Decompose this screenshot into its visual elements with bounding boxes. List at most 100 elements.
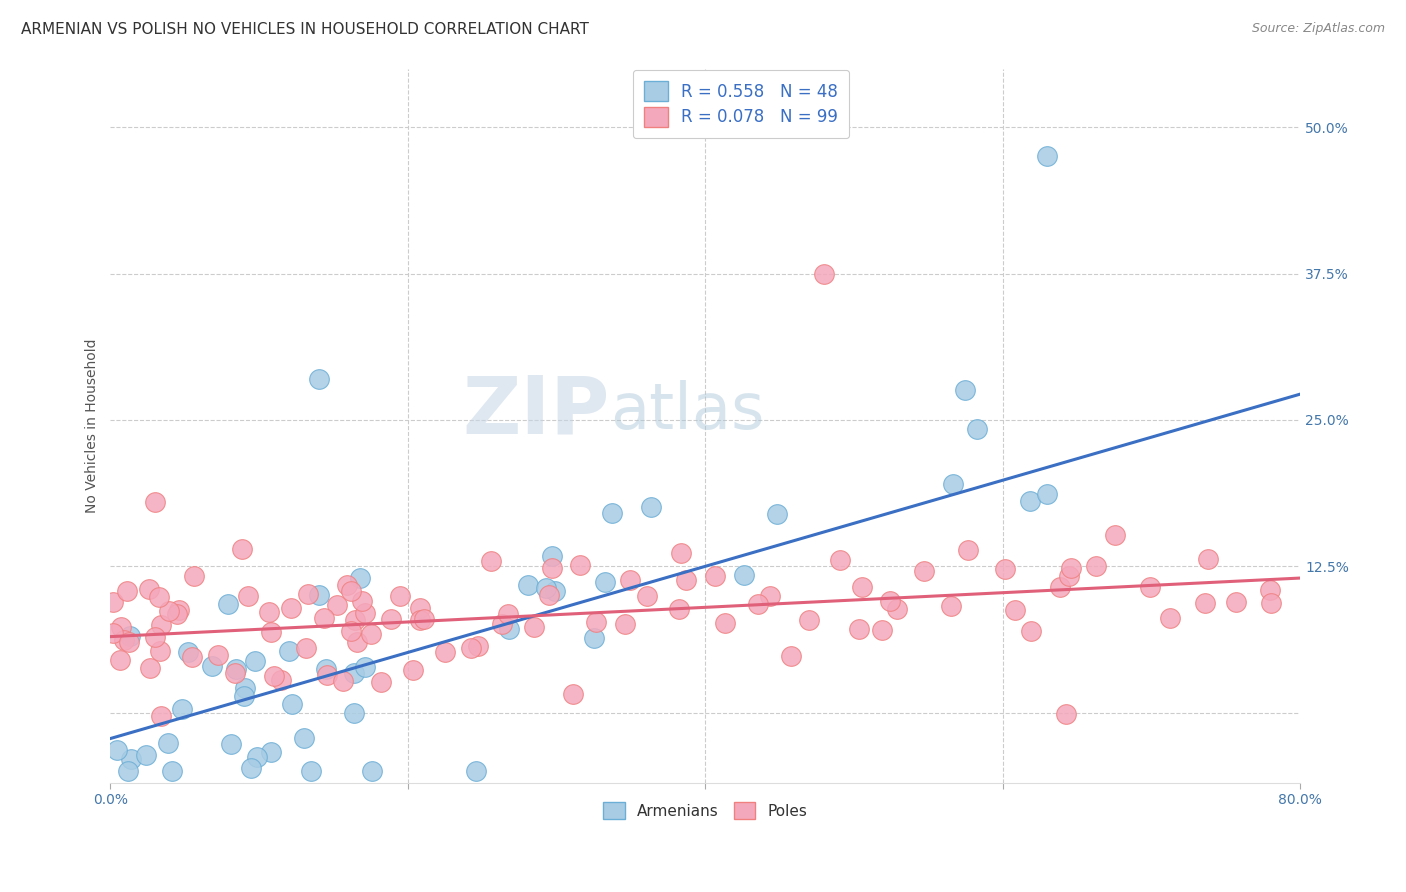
Point	[544, 584, 567, 599]
Point	[851, 580, 873, 594]
Point	[346, 634, 368, 648]
Point	[460, 640, 482, 655]
Point	[714, 615, 737, 630]
Point	[308, 588, 330, 602]
Point	[239, 761, 262, 775]
Point	[343, 613, 366, 627]
Point	[870, 624, 893, 638]
Point	[1260, 596, 1282, 610]
Point	[370, 674, 392, 689]
Point	[636, 589, 658, 603]
Point	[236, 590, 259, 604]
Point	[848, 622, 870, 636]
Point	[1049, 580, 1071, 594]
Point	[120, 752, 142, 766]
Point	[281, 697, 304, 711]
Point	[278, 644, 301, 658]
Point	[138, 582, 160, 597]
Point	[160, 764, 183, 779]
Point	[585, 615, 607, 629]
Point	[479, 554, 502, 568]
Point	[316, 667, 339, 681]
Point	[149, 709, 172, 723]
Point	[1054, 706, 1077, 721]
Point	[221, 737, 243, 751]
Point	[332, 674, 354, 689]
Point	[766, 507, 789, 521]
Point	[1159, 611, 1181, 625]
Point	[942, 477, 965, 491]
Point	[349, 571, 371, 585]
Point	[538, 588, 561, 602]
Point	[733, 568, 755, 582]
Point	[409, 601, 432, 615]
Point	[1059, 561, 1081, 575]
Point	[912, 564, 935, 578]
Point	[600, 506, 623, 520]
Point	[593, 574, 616, 589]
Point	[1057, 568, 1080, 582]
Point	[172, 702, 194, 716]
Point	[270, 673, 292, 687]
Point	[118, 629, 141, 643]
Point	[231, 541, 253, 556]
Point	[343, 706, 366, 721]
Point	[813, 267, 835, 281]
Point	[1194, 596, 1216, 610]
Point	[389, 589, 412, 603]
Point	[260, 744, 283, 758]
Point	[207, 648, 229, 662]
Point	[360, 626, 382, 640]
Point	[994, 562, 1017, 576]
Point	[759, 590, 782, 604]
Point	[380, 612, 402, 626]
Point	[117, 764, 139, 779]
Point	[246, 750, 269, 764]
Point	[496, 607, 519, 621]
Point	[336, 578, 359, 592]
Point	[361, 764, 384, 779]
Point	[139, 661, 162, 675]
Point	[225, 662, 247, 676]
Point	[619, 573, 641, 587]
Point	[614, 616, 637, 631]
Point	[157, 604, 180, 618]
Point	[314, 611, 336, 625]
Point	[409, 613, 432, 627]
Point	[953, 384, 976, 398]
Point	[569, 558, 592, 572]
Point	[780, 648, 803, 663]
Point	[1019, 624, 1042, 639]
Point	[217, 597, 239, 611]
Point	[1104, 528, 1126, 542]
Point	[143, 630, 166, 644]
Point	[966, 422, 988, 436]
Point	[110, 620, 132, 634]
Point	[148, 591, 170, 605]
Point	[354, 606, 377, 620]
Point	[491, 617, 513, 632]
Point	[433, 645, 456, 659]
Point	[149, 618, 172, 632]
Point	[156, 736, 179, 750]
Text: atlas: atlas	[610, 381, 765, 442]
Point	[1258, 582, 1281, 597]
Point	[299, 764, 322, 779]
Point	[166, 607, 188, 621]
Point	[1035, 487, 1057, 501]
Point	[799, 613, 821, 627]
Point	[1225, 594, 1247, 608]
Point	[675, 573, 697, 587]
Point	[263, 669, 285, 683]
Point	[582, 631, 605, 645]
Point	[747, 597, 769, 611]
Point	[1197, 551, 1219, 566]
Point	[353, 660, 375, 674]
Point	[561, 687, 583, 701]
Point	[295, 640, 318, 655]
Legend: Armenians, Poles: Armenians, Poles	[598, 796, 814, 825]
Point	[339, 624, 361, 639]
Point	[402, 663, 425, 677]
Point	[101, 595, 124, 609]
Point	[886, 602, 908, 616]
